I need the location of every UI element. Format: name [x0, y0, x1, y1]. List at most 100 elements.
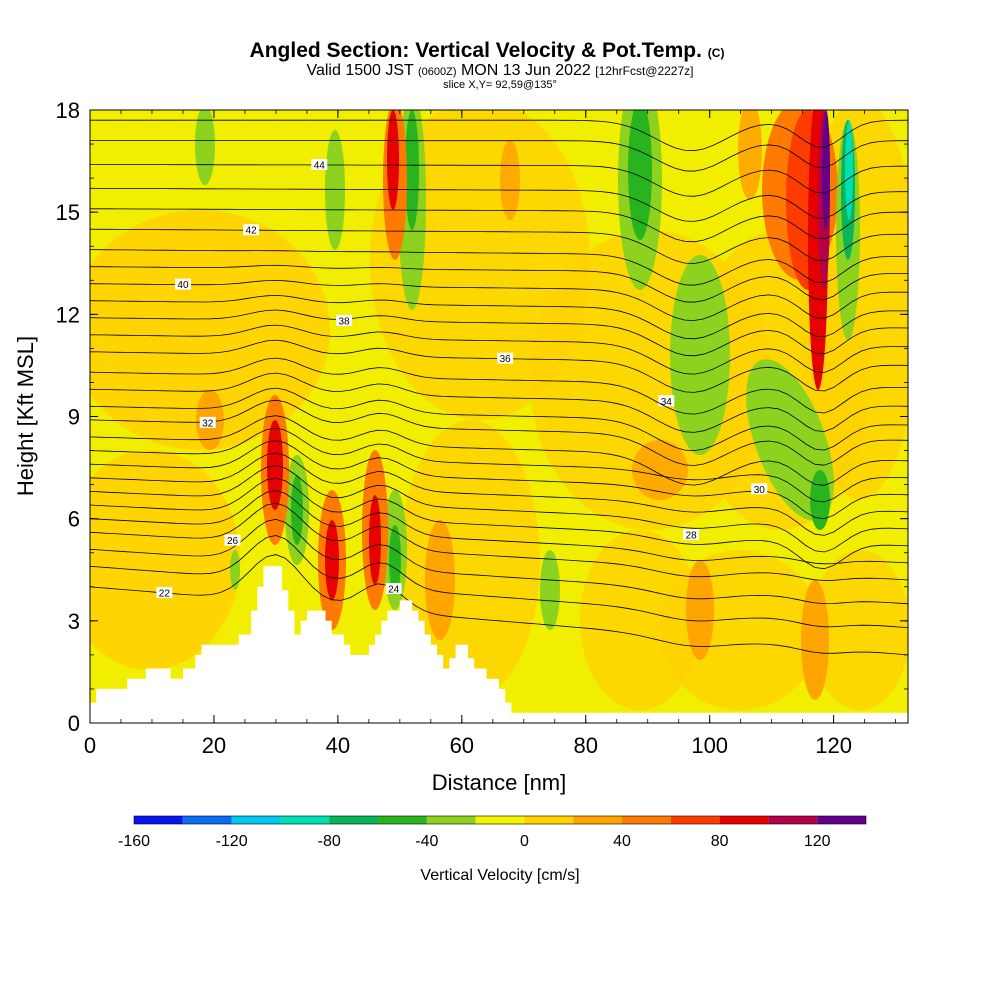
isentrope-label: 32 — [199, 416, 216, 429]
isentrope-line — [90, 427, 908, 503]
valid-date: MON 13 Jun 2022 — [461, 62, 591, 79]
isentrope-label-bg — [199, 416, 216, 428]
downdraft-patch — [389, 525, 401, 595]
forecast-info: [12hrFcst@2227z] — [595, 64, 693, 78]
isentrope-label-bg — [224, 534, 241, 546]
isentrope-line — [90, 228, 908, 264]
isentrope-line — [90, 477, 908, 570]
isentrope-label: 36 — [497, 352, 514, 365]
isentrope-label-text: 22 — [159, 588, 171, 599]
isentrope-label-bg — [174, 278, 191, 290]
isentrope-label-bg — [658, 395, 675, 407]
isentrope-line — [90, 372, 908, 433]
isentrope-label-text: 30 — [754, 485, 766, 496]
colorbar-swatch — [768, 816, 818, 824]
isentrope-label-bg — [311, 158, 328, 170]
isentrope-lines: 22 24 26 28 30 32 34 36 38 40 42 44 — [90, 119, 908, 656]
isentrope-line — [90, 518, 908, 605]
isentrope-label-bg — [683, 529, 700, 541]
colorbar-swatch — [573, 816, 622, 824]
isentrope-line — [90, 208, 908, 243]
isentrope-label-text: 40 — [177, 280, 189, 291]
colorbar-tick-label: 120 — [804, 833, 831, 850]
x-axis-label: Distance [nm] — [432, 770, 567, 795]
isentrope-label-bg — [156, 586, 173, 598]
isentrope-line — [90, 415, 908, 486]
velocity-patch — [738, 110, 762, 200]
isentrope-label-bg — [751, 483, 768, 495]
isentrope-label: 44 — [311, 158, 328, 171]
colorbar-swatch — [524, 816, 574, 824]
x-axis: 0 20 40 60 80 100 120 — [84, 110, 897, 758]
downdraft-patch — [540, 550, 560, 630]
x-tick-label: 120 — [815, 733, 852, 758]
isentrope-label-text: 44 — [314, 160, 326, 171]
colorbar-tick-label: -120 — [216, 833, 248, 850]
downdraft-patch — [230, 550, 240, 590]
colorbar-swatch — [329, 816, 378, 824]
colorbar-swatch — [378, 816, 427, 824]
isentrope-label-text: 24 — [388, 585, 400, 596]
isentrope-label-bg — [497, 352, 514, 364]
isentrope-line — [90, 264, 908, 303]
velocity-patch — [500, 140, 520, 220]
velocity-patch — [801, 580, 829, 700]
velocity-patch — [810, 550, 908, 710]
isentrope-label: 30 — [751, 483, 768, 496]
valid-time: Valid 1500 JST — [306, 62, 414, 79]
plot-area: 22 24 26 28 30 32 34 36 38 40 42 44 — [90, 110, 908, 723]
isentrope-line — [90, 490, 908, 565]
velocity-patch — [90, 210, 330, 450]
isentrope-line — [90, 452, 908, 536]
isentrope-label-text: 38 — [339, 316, 351, 327]
isentrope-label: 38 — [336, 314, 353, 327]
isentrope-label: 24 — [385, 583, 402, 596]
colorbar-swatch — [280, 816, 330, 824]
x-tick-label: 100 — [691, 733, 728, 758]
isentrope-label: 40 — [174, 278, 191, 291]
isentrope-line — [90, 279, 908, 321]
isentrope-label-text: 28 — [686, 531, 698, 542]
y-tick-label: 12 — [56, 302, 80, 327]
colorbar-swatch — [670, 816, 720, 824]
downdraft-patch — [291, 475, 303, 545]
isentrope-line — [90, 249, 908, 286]
downdraft-patch — [325, 130, 345, 250]
colorbar-tick-label: 80 — [711, 833, 729, 850]
y-tick-label: 6 — [68, 507, 80, 532]
y-tick-label: 0 — [68, 711, 80, 736]
x-tick-label: 80 — [574, 733, 598, 758]
isentrope-line — [90, 387, 908, 452]
colorbar-tick-label: -40 — [415, 833, 438, 850]
velocity-field — [90, 110, 908, 710]
colorbar-swatch — [475, 816, 525, 824]
isentrope-label-bg — [243, 224, 260, 236]
x-tick-label: 60 — [450, 733, 474, 758]
chart-title-main: Angled Section: Vertical Velocity & Pot.… — [250, 39, 702, 62]
isentrope-label-text: 26 — [227, 536, 239, 547]
chart-title: Angled Section: Vertical Velocity & Pot.… — [250, 39, 725, 62]
updraft-patch — [325, 520, 339, 600]
isentrope-line — [90, 294, 908, 340]
colorbar-label: Vertical Velocity [cm/s] — [420, 867, 579, 884]
y-axis-label: Height [Kft MSL] — [13, 336, 38, 496]
isentrope-line — [90, 440, 908, 520]
y-tick-label: 9 — [68, 405, 80, 430]
velocity-patch — [632, 440, 688, 500]
isentrope-line — [90, 309, 908, 357]
x-tick-label: 20 — [202, 733, 226, 758]
colorbar-tick-label: -160 — [118, 833, 150, 850]
y-tick-label: 15 — [56, 200, 80, 225]
isentrope-label-bg — [385, 583, 402, 595]
colorbar-swatch — [719, 816, 769, 824]
isentrope-label: 28 — [683, 529, 700, 542]
valid-utc: (0600Z) — [418, 66, 457, 78]
isentrope-line — [90, 140, 908, 172]
colorbar-frame — [133, 815, 867, 825]
x-tick-label: 0 — [84, 733, 96, 758]
chart-subtitle: Valid 1500 JST (0600Z) MON 13 Jun 2022 [… — [306, 62, 693, 79]
y-tick-label: 18 — [56, 98, 80, 123]
y-tick-label: 3 — [68, 609, 80, 634]
chart-title-suffix: (C) — [708, 46, 725, 60]
